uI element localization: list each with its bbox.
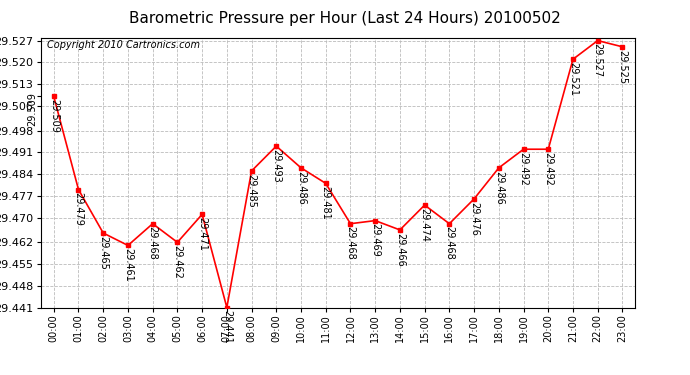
Text: 29.525: 29.525 xyxy=(618,50,627,84)
Text: 29.468: 29.468 xyxy=(148,226,157,260)
Text: 29.461: 29.461 xyxy=(123,248,133,282)
Text: 29.481: 29.481 xyxy=(321,186,331,220)
Text: 29.492: 29.492 xyxy=(519,152,529,186)
Text: 29.474: 29.474 xyxy=(420,208,430,242)
Text: 29.527: 29.527 xyxy=(593,44,602,78)
Text: 29.468: 29.468 xyxy=(346,226,355,260)
Text: 29.509: 29.509 xyxy=(49,99,59,133)
Text: 29.521: 29.521 xyxy=(568,62,578,96)
Text: 29.485: 29.485 xyxy=(246,174,257,208)
Text: 29.462: 29.462 xyxy=(172,245,182,279)
Text: 29.479: 29.479 xyxy=(74,192,83,226)
Text: 29.476: 29.476 xyxy=(469,202,479,236)
Text: 29.493: 29.493 xyxy=(271,149,282,183)
Text: 29.486: 29.486 xyxy=(494,171,504,204)
Text: Copyright 2010 Cartronics.com: Copyright 2010 Cartronics.com xyxy=(48,40,200,50)
Text: 29.466: 29.466 xyxy=(395,233,405,267)
Text: 29.468: 29.468 xyxy=(444,226,454,260)
Text: 29.486: 29.486 xyxy=(296,171,306,204)
Text: 29.441: 29.441 xyxy=(222,310,232,344)
Text: 29.465: 29.465 xyxy=(98,236,108,270)
Text: Barometric Pressure per Hour (Last 24 Hours) 20100502: Barometric Pressure per Hour (Last 24 Ho… xyxy=(129,11,561,26)
Text: 29.469: 29.469 xyxy=(371,224,380,257)
Text: 29.492: 29.492 xyxy=(543,152,553,186)
Text: 29.471: 29.471 xyxy=(197,217,207,251)
